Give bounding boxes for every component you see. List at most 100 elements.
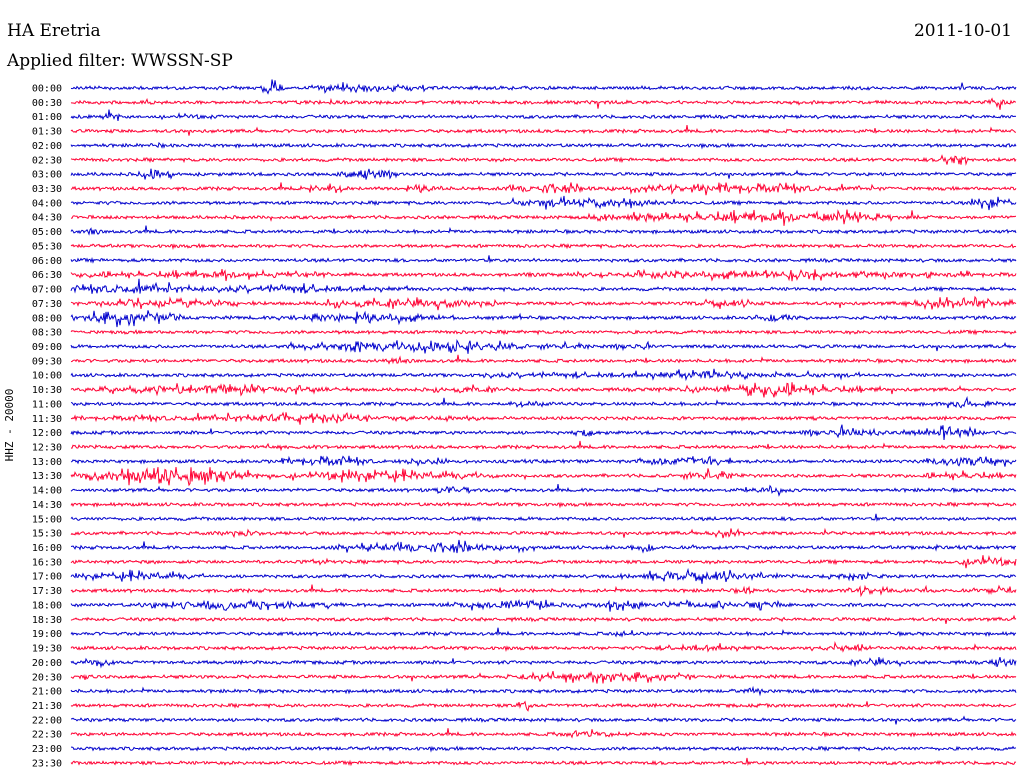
trace-row-0800 (70, 310, 1017, 328)
time-label: 04:00 (32, 198, 62, 209)
trace-row-1800 (70, 598, 1017, 612)
trace-row-1030 (70, 382, 1017, 398)
trace-row-2230 (70, 728, 1017, 739)
trace-row-1000 (70, 368, 1017, 382)
time-label: 22:30 (32, 730, 62, 741)
time-label: 00:30 (32, 98, 62, 109)
time-label: 04:30 (32, 213, 62, 224)
time-label: 09:00 (32, 342, 62, 353)
time-label: 13:30 (32, 471, 62, 482)
trace-row-0100 (70, 109, 1017, 121)
time-label: 08:30 (32, 328, 62, 339)
trace-row-1300 (70, 455, 1017, 467)
trace-row-1830 (70, 614, 1017, 624)
trace-row-2330 (70, 757, 1017, 767)
trace-row-0030 (70, 97, 1017, 110)
trace-row-0700 (70, 278, 1017, 295)
time-label: 19:30 (32, 644, 62, 655)
time-label: 13:00 (32, 457, 62, 468)
trace-row-0500 (70, 225, 1017, 236)
time-label: 00:00 (32, 84, 62, 95)
time-label: 15:30 (32, 529, 62, 540)
trace-row-2100 (70, 685, 1017, 697)
time-label: 11:00 (32, 399, 62, 410)
trace-row-0630 (70, 268, 1017, 282)
date-label: 2011-10-01 (913, 21, 1012, 41)
trace-row-0430 (70, 209, 1017, 226)
trace-row-1200 (70, 424, 1017, 440)
trace-row-1330 (70, 466, 1017, 487)
time-label: 14:30 (32, 500, 62, 511)
trace-row-0230 (70, 154, 1017, 166)
trace-row-1900 (70, 627, 1017, 638)
trace-row-1630 (70, 554, 1017, 569)
trace-row-0600 (70, 255, 1017, 264)
trace-row-1400 (70, 483, 1017, 497)
time-label: 16:00 (32, 543, 62, 554)
time-label: 02:00 (32, 141, 62, 152)
trace-row-2200 (70, 715, 1017, 725)
time-label: 07:30 (32, 299, 62, 310)
trace-row-2000 (70, 656, 1017, 669)
station-title: HA Eretria (7, 21, 101, 41)
trace-row-0330 (70, 182, 1017, 196)
trace-row-1100 (70, 396, 1017, 409)
trace-row-0130 (70, 124, 1017, 136)
trace-row-0000 (70, 79, 1017, 95)
trace-row-1730 (70, 584, 1017, 598)
trace-row-1500 (70, 513, 1017, 523)
trace-row-0200 (70, 141, 1017, 150)
time-label: 14:00 (32, 486, 62, 497)
time-label: 17:00 (32, 572, 62, 583)
time-label: 20:00 (32, 658, 62, 669)
time-label: 23:00 (32, 744, 62, 755)
time-label: 01:00 (32, 112, 62, 123)
trace-row-0300 (70, 168, 1017, 180)
time-label: 10:30 (32, 385, 62, 396)
time-label: 11:30 (32, 414, 62, 425)
time-label: 21:30 (32, 701, 62, 712)
time-label: 22:00 (32, 715, 62, 726)
time-label-group: 00:00 00:30 01:00 01:30 02:00 02:30 03:00 03:30… (32, 84, 62, 770)
time-label: 19:00 (32, 629, 62, 640)
trace-row-1600 (70, 539, 1017, 554)
time-label: 18:30 (32, 615, 62, 626)
time-label: 06:30 (32, 270, 62, 281)
time-label: 23:30 (32, 758, 62, 769)
channel-label: HHZ - 20000 (3, 389, 16, 462)
trace-row-1430 (70, 501, 1017, 509)
time-label: 07:00 (32, 285, 62, 296)
trace-row-2300 (70, 745, 1017, 753)
time-label: 03:30 (32, 184, 62, 195)
trace-row-0530 (70, 242, 1017, 250)
time-label: 09:30 (32, 356, 62, 367)
trace-row-1230 (70, 440, 1017, 452)
trace-row-1130 (70, 411, 1017, 425)
time-label: 16:30 (32, 557, 62, 568)
time-label: 02:30 (32, 155, 62, 166)
time-label: 12:00 (32, 428, 62, 439)
time-label: 08:00 (32, 313, 62, 324)
trace-row-0900 (70, 338, 1017, 354)
trace-row-0930 (70, 354, 1017, 365)
time-label: 05:30 (32, 241, 62, 252)
time-label: 12:30 (32, 443, 62, 454)
time-label: 05:00 (32, 227, 62, 238)
time-label: 21:00 (32, 687, 62, 698)
time-label: 01:30 (32, 127, 62, 138)
time-label: 17:30 (32, 586, 62, 597)
time-label: 18:00 (32, 600, 62, 611)
trace-row-1530 (70, 527, 1017, 539)
trace-row-0730 (70, 295, 1017, 311)
time-label: 20:30 (32, 672, 62, 683)
trace-row-1700 (70, 567, 1017, 584)
time-label: 03:00 (32, 170, 62, 181)
time-label: 15:00 (32, 514, 62, 525)
time-label: 06:00 (32, 256, 62, 267)
trace-row-0830 (70, 328, 1017, 336)
filter-label: Applied filter: WWSSN-SP (7, 51, 233, 71)
trace-row-1930 (70, 641, 1017, 653)
trace-group (70, 79, 1017, 767)
trace-row-2030 (70, 670, 1017, 684)
